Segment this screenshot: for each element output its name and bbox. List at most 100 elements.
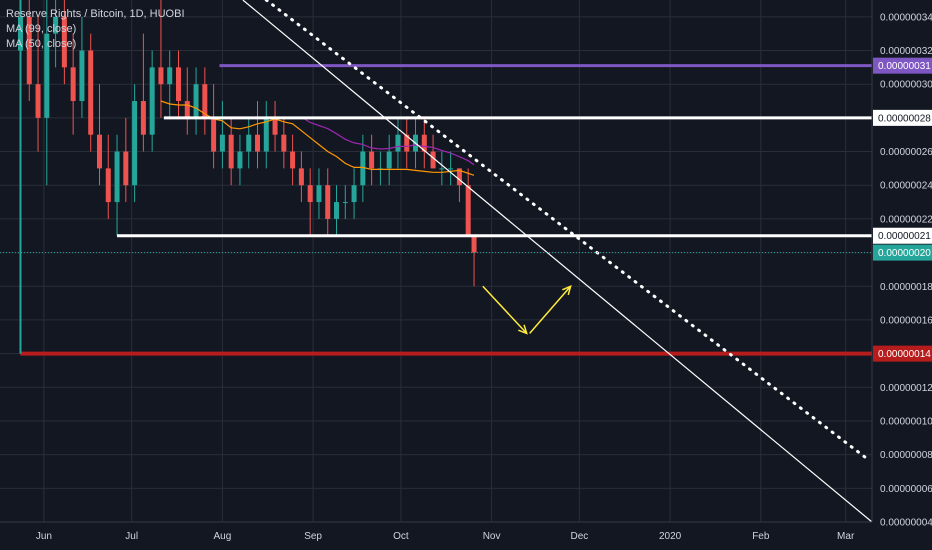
price-tag-white-line: [873, 109, 932, 126]
price-tag-label: 0.00000020: [878, 248, 931, 259]
candle-body: [237, 151, 243, 169]
candle-body: [334, 202, 340, 219]
candle-body: [26, 16, 32, 85]
candle-body: [149, 67, 155, 135]
ma50-label[interactable]: MA (50, close): [6, 38, 77, 50]
price-tag-support: [873, 345, 932, 362]
dotted-trendline: [264, 0, 868, 460]
candle-body: [202, 84, 208, 118]
candle-body: [105, 168, 111, 203]
candle-body: [325, 185, 331, 219]
candle-body: [272, 117, 278, 135]
x-tick-label: Nov: [483, 531, 501, 542]
price-tag-label: 0.00000021: [878, 231, 931, 242]
candle-body: [255, 134, 261, 152]
candle-body: [114, 151, 120, 203]
price-tag-last-price: [873, 244, 932, 261]
x-tick-label: Mar: [837, 531, 855, 542]
candle-body: [79, 50, 85, 102]
y-tick-label: 0.00000018: [880, 282, 932, 293]
x-tick-label: 2020: [659, 531, 682, 542]
candle-body: [184, 101, 190, 118]
candle-body: [290, 151, 296, 169]
y-tick-label: 0.00000026: [880, 147, 932, 158]
candle-body: [44, 33, 50, 118]
candle-body: [342, 202, 348, 204]
x-tick-label: Feb: [752, 531, 770, 542]
price-axis[interactable]: 0.00000034 0.00000032 0.00000030 0.00000028…: [871, 0, 932, 529]
candle-body: [351, 185, 357, 203]
candle-body: [88, 50, 94, 135]
candle-body: [307, 185, 313, 203]
projection-arrow-head: [562, 284, 572, 296]
projection-arrow-head: [518, 324, 528, 335]
candle-body: [404, 134, 410, 152]
candle-body: [70, 67, 76, 102]
y-tick-label: 0.00000024: [880, 181, 932, 192]
x-tick-label: Oct: [393, 531, 409, 542]
projection-arrow-line: [529, 285, 572, 334]
chart-drawings: [0, 0, 873, 523]
candle-body: [246, 134, 252, 152]
candle-body: [53, 16, 59, 34]
candle-body: [395, 134, 401, 152]
candle-body: [219, 134, 225, 152]
candle-body: [369, 151, 375, 169]
x-tick-label: Dec: [570, 531, 588, 542]
candle-body: [61, 16, 67, 68]
y-tick-label: 0.00000030: [880, 80, 932, 91]
y-tick-label: 0.00000010: [880, 416, 932, 427]
y-tick-label: 0.00000012: [880, 383, 932, 394]
x-tick-label: Jul: [125, 531, 138, 542]
y-tick-label: 0.00000032: [880, 46, 932, 57]
symbol-title[interactable]: Reserve Rights / Bitcoin, 1D, HUOBI: [6, 8, 185, 20]
price-tag-label: 0.00000031: [878, 61, 931, 72]
y-tick-label: 0.00000004: [880, 518, 932, 529]
candle-body: [456, 168, 462, 186]
y-tick-label: 0.00000022: [880, 214, 932, 225]
candle-body: [96, 134, 102, 169]
chart-legend: Reserve Rights / Bitcoin, 1D, HUOBI MA (…: [6, 7, 185, 52]
candle-body: [471, 235, 477, 253]
candlestick-series: [17, 0, 477, 287]
candle-body: [263, 117, 269, 152]
candle-body: [193, 84, 199, 118]
candle-body: [281, 134, 287, 152]
ma99-line: [301, 116, 475, 166]
x-tick-label: Jun: [36, 531, 52, 542]
candle-body: [448, 168, 454, 170]
y-tick-label: 0.00000008: [880, 450, 932, 461]
y-tick-label: 0.00000016: [880, 315, 932, 326]
candle-body: [140, 101, 146, 135]
candle-body: [386, 151, 392, 169]
price-tag-label: 0.00000014: [878, 349, 931, 360]
candle-body: [35, 84, 41, 118]
y-tick-label: 0.00000006: [880, 484, 932, 495]
candle-body: [211, 117, 217, 152]
candle-body: [167, 67, 173, 85]
price-tag-white-line: [873, 227, 932, 244]
candle-body: [132, 101, 138, 186]
candle-body: [430, 151, 436, 169]
candle-body: [123, 151, 129, 186]
candle-body: [360, 151, 366, 186]
ma99-label[interactable]: MA (99, close): [6, 23, 77, 35]
candle-body: [421, 134, 427, 152]
candle-body: [465, 185, 471, 236]
projection-arrow-line: [482, 285, 528, 334]
x-tick-label: Aug: [213, 531, 231, 542]
candle-body: [175, 67, 181, 102]
candle-body: [298, 168, 304, 186]
candle-body: [158, 67, 164, 85]
time-axis[interactable]: Jun Jul Aug Sep Oct Nov Dec 2020 Feb Mar: [0, 521, 872, 542]
x-tick-label: Sep: [304, 531, 322, 542]
price-tag-resistance: [873, 57, 932, 74]
candle-body: [316, 185, 322, 203]
y-tick-label: 0.00000034: [880, 12, 932, 23]
candle-body: [439, 168, 445, 170]
solid-trendline: [242, 0, 873, 523]
candle-body: [228, 134, 234, 169]
